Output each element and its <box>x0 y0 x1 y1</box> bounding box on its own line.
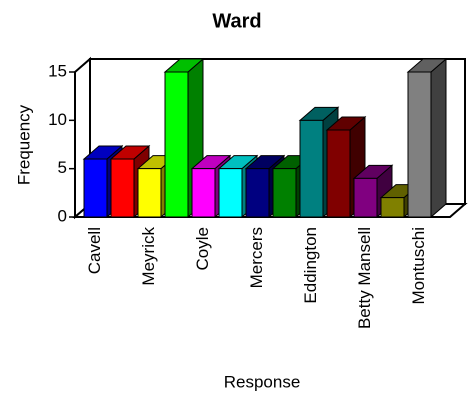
y-tick-label: 5 <box>58 158 67 177</box>
bar-front <box>83 158 108 218</box>
bar-front <box>272 168 297 218</box>
x-tick-label: Betty Mansell <box>355 227 374 329</box>
y-tick-label: 15 <box>48 61 67 80</box>
bar-front <box>380 197 405 218</box>
x-tick-label: Meyrick <box>139 227 158 286</box>
bar-front <box>137 168 162 218</box>
x-tick-label: Mercers <box>247 227 266 288</box>
x-axis-label: Response <box>224 372 301 391</box>
bar <box>163 57 205 219</box>
x-tick-label: Eddington <box>301 227 320 304</box>
bar-front <box>407 71 432 218</box>
y-tick-label: 0 <box>58 206 67 225</box>
x-tick-label: Coyle <box>193 227 212 270</box>
x-tick-label: Montuschi <box>409 227 428 304</box>
bar-front <box>326 129 351 218</box>
y-tick-label: 10 <box>48 110 67 129</box>
y-axis-label: Frequency <box>14 104 33 185</box>
bar <box>406 57 448 219</box>
bar-front <box>245 168 270 218</box>
bar-front <box>299 119 324 218</box>
bar-front <box>191 168 216 218</box>
x-tick-label: Cavell <box>85 227 104 274</box>
bar-front <box>164 71 189 218</box>
bar-side <box>430 57 447 219</box>
bar-front <box>110 158 135 218</box>
bar-front <box>353 177 378 218</box>
bar-front <box>218 168 243 218</box>
chart-title: Ward <box>212 10 261 32</box>
